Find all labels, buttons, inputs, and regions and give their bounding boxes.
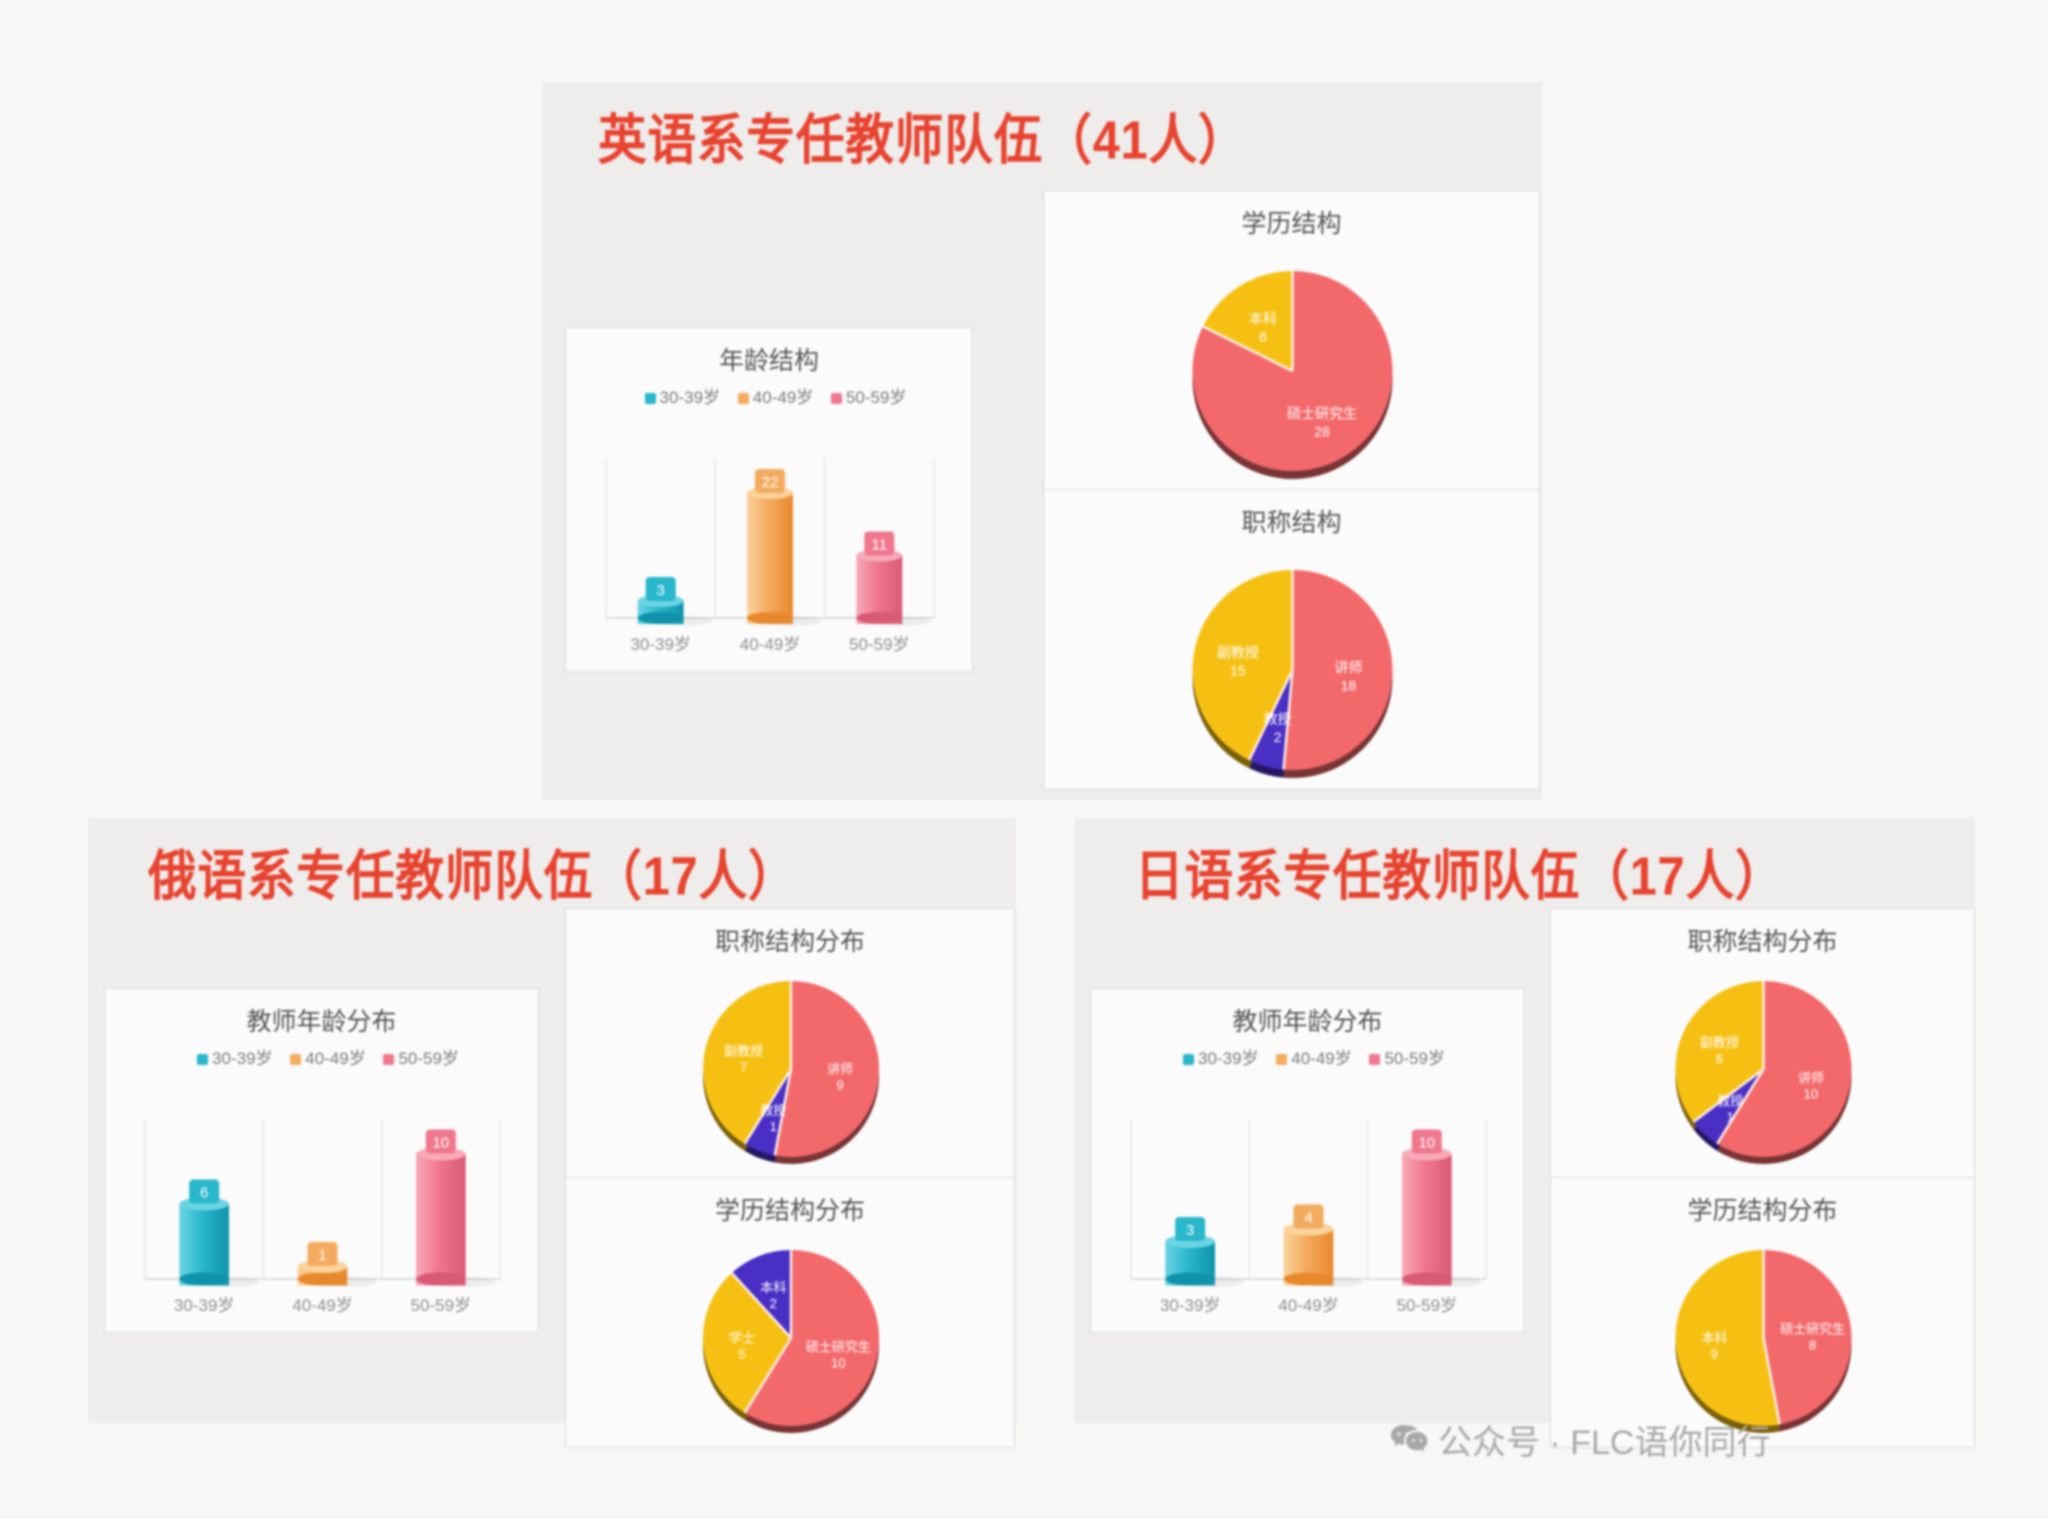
svg-text:学士: 学士 (729, 1331, 755, 1346)
svg-text:7: 7 (740, 1060, 747, 1075)
svg-text:40-49岁: 40-49岁 (292, 1296, 352, 1315)
svg-text:4: 4 (1304, 1210, 1312, 1227)
svg-text:2: 2 (770, 1296, 777, 1311)
svg-text:1: 1 (770, 1119, 777, 1134)
svg-text:副教授: 副教授 (1700, 1035, 1739, 1050)
svg-text:10: 10 (432, 1135, 449, 1152)
svg-text:50-59岁: 50-59岁 (1397, 1296, 1457, 1315)
svg-text:3: 3 (1186, 1222, 1194, 1239)
svg-text:1: 1 (318, 1247, 326, 1264)
svg-text:讲师: 讲师 (827, 1062, 853, 1077)
svg-text:硕士研究生: 硕士研究生 (806, 1340, 871, 1355)
svg-text:5: 5 (738, 1347, 745, 1362)
svg-text:9: 9 (1711, 1347, 1718, 1362)
svg-text:40-49岁: 40-49岁 (1278, 1296, 1338, 1315)
svg-text:本科: 本科 (1701, 1331, 1727, 1346)
svg-text:10: 10 (831, 1356, 845, 1371)
svg-text:6: 6 (1259, 328, 1267, 344)
svg-text:本科: 本科 (1249, 310, 1277, 326)
svg-text:6: 6 (1716, 1051, 1723, 1066)
svg-text:22: 22 (762, 474, 779, 491)
svg-text:30-39岁: 30-39岁 (174, 1296, 234, 1315)
svg-text:讲师: 讲师 (1798, 1071, 1824, 1086)
svg-text:教授: 教授 (1264, 711, 1292, 727)
svg-text:18: 18 (1341, 678, 1357, 694)
svg-text:副教授: 副教授 (724, 1044, 763, 1059)
svg-text:11: 11 (872, 537, 888, 554)
svg-text:讲师: 讲师 (1334, 660, 1362, 676)
svg-text:硕士研究生: 硕士研究生 (1287, 406, 1357, 422)
svg-text:2: 2 (1274, 729, 1282, 745)
svg-text:副教授: 副教授 (1217, 645, 1259, 661)
svg-text:教授: 教授 (1717, 1093, 1743, 1108)
svg-text:10: 10 (1804, 1087, 1818, 1102)
svg-text:30-39岁: 30-39岁 (630, 635, 690, 654)
svg-text:50-59岁: 50-59岁 (411, 1296, 471, 1315)
svg-text:硕士研究生: 硕士研究生 (1780, 1322, 1845, 1337)
svg-text:15: 15 (1230, 663, 1246, 679)
svg-text:本科: 本科 (760, 1280, 786, 1295)
svg-text:9: 9 (836, 1078, 843, 1093)
svg-text:教授: 教授 (760, 1103, 786, 1118)
svg-text:28: 28 (1314, 424, 1330, 440)
svg-text:10: 10 (1418, 1135, 1435, 1152)
svg-text:6: 6 (200, 1185, 208, 1202)
svg-text:3: 3 (657, 582, 665, 599)
svg-text:40-49岁: 40-49岁 (740, 635, 800, 654)
svg-text:30-39岁: 30-39岁 (1160, 1296, 1220, 1315)
svg-text:50-59岁: 50-59岁 (849, 635, 909, 654)
svg-text:1: 1 (1727, 1109, 1734, 1124)
svg-text:8: 8 (1809, 1338, 1816, 1353)
